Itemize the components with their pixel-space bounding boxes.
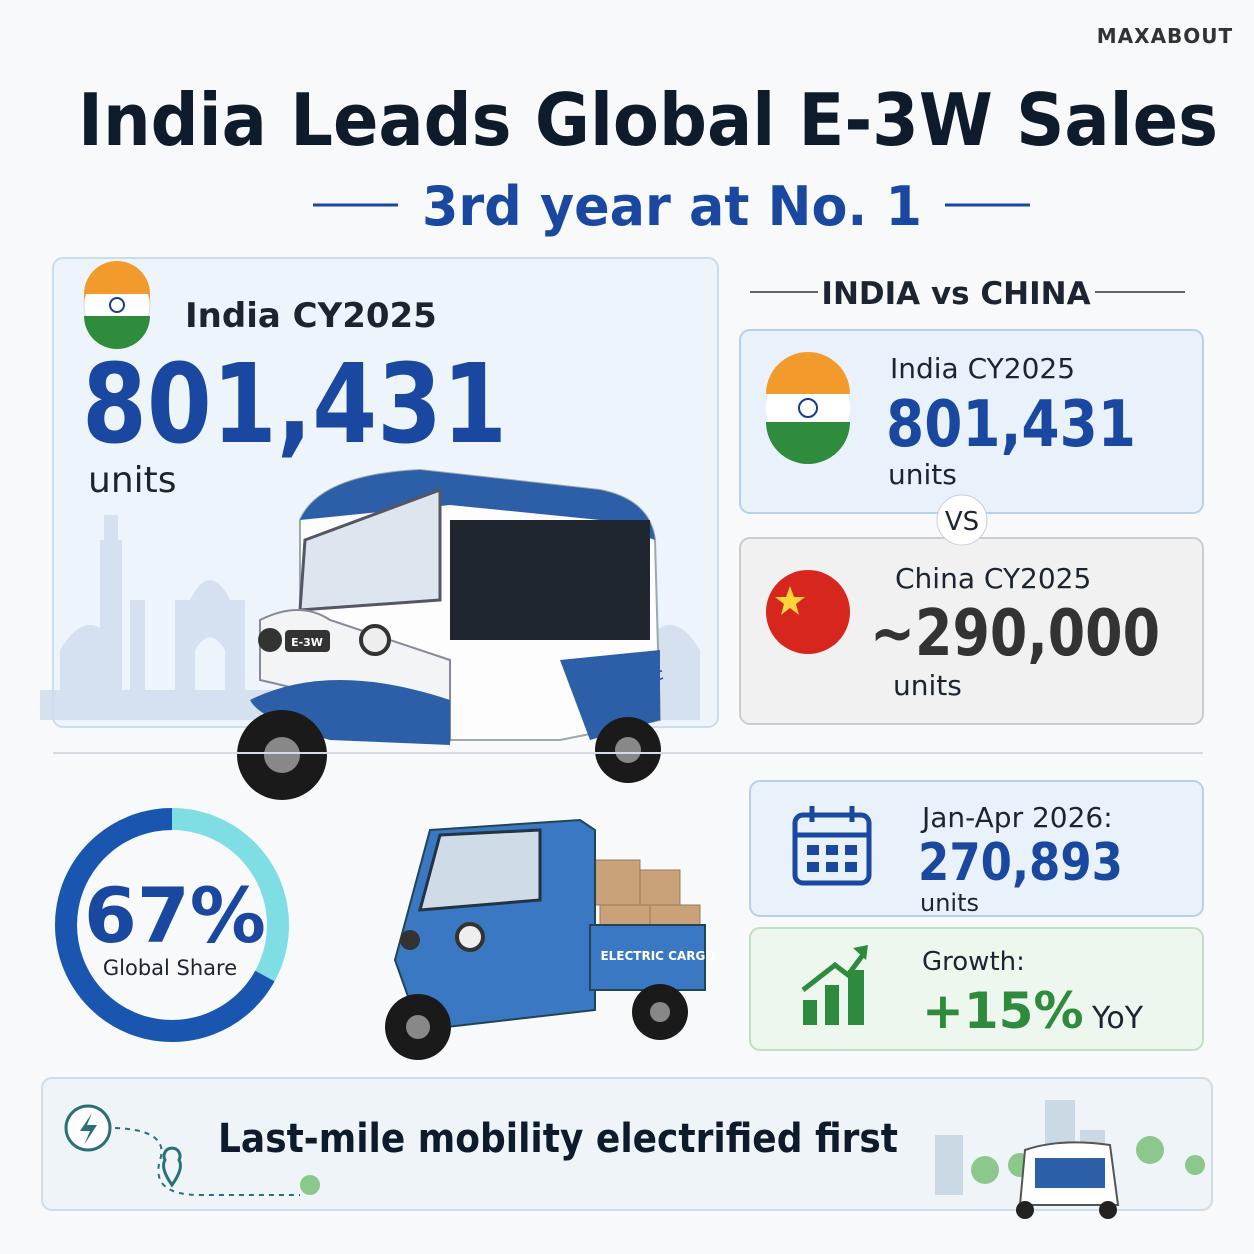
footer-panel <box>41 1077 1213 1211</box>
calendar-icon <box>792 806 872 886</box>
route <box>114 1127 300 1196</box>
flag-green <box>84 316 150 349</box>
hero-label: India CY2025 <box>185 296 437 336</box>
share-label: Global Share <box>103 956 237 980</box>
subtitle: 3rd year at No. 1 <box>422 175 922 238</box>
india-unit: units <box>888 458 957 491</box>
bolt <box>80 1113 97 1145</box>
vs-badge <box>936 494 988 546</box>
growth-label: Growth: <box>922 947 1025 977</box>
china-label: China CY2025 <box>895 562 1091 595</box>
cargo-side-text: ELECTRIC CARGO <box>600 949 715 963</box>
flag-saffron <box>84 261 150 305</box>
china-value: ~290,000 <box>870 597 1160 671</box>
flag-saffron <box>766 352 850 394</box>
share-arc <box>55 808 275 1042</box>
vs-text: VS <box>945 507 979 537</box>
ytd-label: Jan-Apr 2026: <box>920 801 1113 834</box>
growth-unit: YoY <box>1091 1001 1144 1036</box>
comparison-heading: INDIA vs CHINA <box>821 276 1090 312</box>
pin <box>162 1146 182 1188</box>
china-unit: units <box>893 669 962 702</box>
flag-wheel <box>109 297 125 313</box>
growth-value: +15% <box>922 982 1084 1040</box>
title: India Leads Global E-3W Sales <box>78 78 1218 162</box>
flag-green <box>766 422 850 464</box>
india-value: 801,431 <box>886 388 1136 462</box>
trees <box>300 1136 1205 1195</box>
calendar-days <box>807 845 857 872</box>
hero-unit: units <box>88 460 177 501</box>
vehicle-badge: E-3W <box>291 636 323 649</box>
footer-text: Last-mile mobility electrified first <box>218 1116 898 1162</box>
cargo-illustration: ELECTRIC CARGO <box>385 818 716 1060</box>
ytd-value: 270,893 <box>918 833 1123 893</box>
china-flag <box>766 570 850 654</box>
hero-value: 801,431 <box>82 340 507 468</box>
flag-star <box>775 586 805 615</box>
brand: MAXABOUT <box>1097 24 1233 48</box>
india-label: India CY2025 <box>890 352 1075 385</box>
flag-wheel <box>798 398 818 418</box>
e3w-illustration: E-3W ELECTRIC <box>237 468 665 800</box>
mini-rickshaw <box>1016 1141 1120 1219</box>
growth-icon <box>801 945 868 1025</box>
share-value: 67% <box>84 871 266 960</box>
ytd-unit: units <box>920 889 979 917</box>
